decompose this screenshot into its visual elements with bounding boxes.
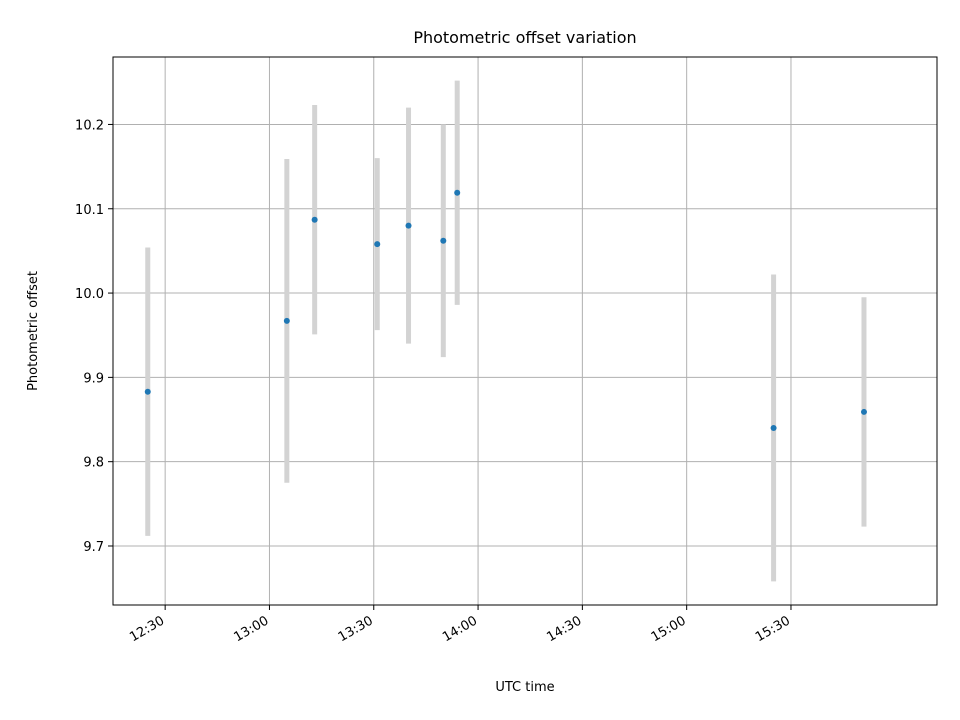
x-axis-ticks: 12:30 13:00 13:30 14:00 14:30 15:00 15:30 [127, 605, 793, 645]
x-tick-label: 14:00 [440, 613, 480, 645]
y-tick-label: 10.1 [75, 203, 104, 218]
error-bars [145, 80, 867, 582]
data-points [144, 189, 867, 431]
chart-title: Photometric offset variation [413, 28, 636, 47]
data-point [860, 408, 867, 415]
data-point [374, 241, 381, 248]
x-axis-label: UTC time [495, 680, 554, 695]
data-point [405, 222, 412, 229]
x-tick-label: 13:30 [336, 613, 376, 645]
plot-frame [112, 56, 938, 606]
data-point [454, 189, 461, 196]
y-tick-label: 9.7 [83, 540, 104, 555]
y-tick-label: 9.9 [83, 371, 104, 386]
y-tick-label: 10.0 [75, 287, 104, 302]
data-point [144, 388, 151, 395]
data-point [770, 424, 777, 431]
x-tick-label: 14:30 [544, 613, 584, 645]
y-tick-label: 9.8 [83, 456, 104, 471]
y-tick-label: 10.2 [75, 118, 104, 133]
x-tick-label: 13:00 [232, 613, 272, 645]
y-axis-ticks: 9.7 9.8 9.9 10.0 10.1 10.2 [75, 118, 113, 555]
x-tick-label: 12:30 [127, 613, 167, 645]
x-tick-label: 15:30 [753, 613, 793, 645]
y-axis-label: Photometric offset [26, 271, 41, 391]
grid-lines [113, 57, 937, 605]
data-point [311, 216, 318, 223]
data-point [440, 237, 447, 244]
data-point [283, 317, 290, 324]
x-tick-label: 15:00 [649, 613, 689, 645]
